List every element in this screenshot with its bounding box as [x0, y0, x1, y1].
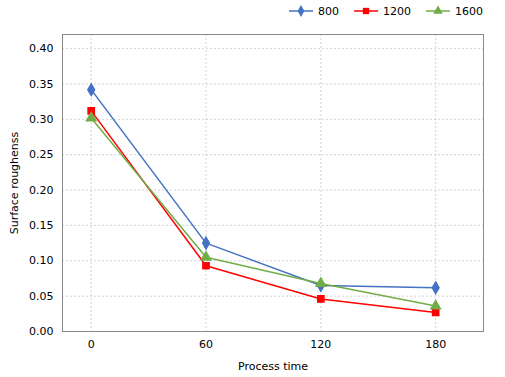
- svg-text:60: 60: [199, 338, 213, 351]
- svg-text:Surface roughenss: Surface roughenss: [8, 131, 21, 234]
- svg-text:0.35: 0.35: [29, 78, 54, 91]
- svg-text:0.20: 0.20: [29, 184, 54, 197]
- svg-text:0.30: 0.30: [29, 113, 54, 126]
- svg-text:0.15: 0.15: [29, 219, 54, 232]
- svg-text:0.00: 0.00: [29, 325, 54, 338]
- svg-text:180: 180: [425, 338, 446, 351]
- svg-text:0.25: 0.25: [29, 148, 54, 161]
- html-text:1200: 1200: [383, 4, 411, 18]
- html-text:800: 800: [318, 4, 339, 18]
- svg-text:0.10: 0.10: [29, 254, 54, 267]
- html-text:1600: 1600: [455, 4, 483, 18]
- svg-text:Process time: Process time: [238, 360, 308, 373]
- svg-text:0.05: 0.05: [29, 290, 54, 303]
- svg-text:0.40: 0.40: [29, 42, 54, 55]
- svg-text:120: 120: [310, 338, 331, 351]
- svg-text:0: 0: [88, 338, 95, 351]
